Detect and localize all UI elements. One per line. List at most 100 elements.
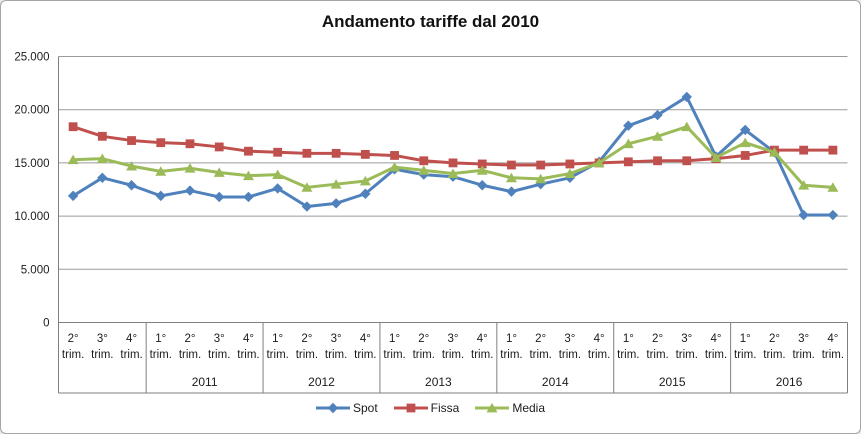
triangle-marker-icon	[213, 167, 225, 177]
quarter-ordinal-label: 4°	[477, 333, 488, 345]
quarter-ordinal-label: 1°	[272, 333, 283, 345]
legend-label-spot: Spot	[352, 401, 378, 415]
triangle-marker-icon	[505, 172, 517, 183]
quarter-ordinal-label: 4°	[827, 333, 838, 345]
series-fissa	[68, 122, 838, 170]
triangle-marker-icon	[593, 157, 605, 168]
legend-item-spot: Spot	[315, 401, 378, 415]
diamond-marker-icon	[243, 191, 254, 203]
square-marker-icon	[331, 148, 341, 158]
square-marker-icon	[244, 146, 253, 156]
fissa-swatch-svg	[393, 403, 428, 413]
quarter-suffix-label: trim.	[266, 349, 288, 361]
quarter-suffix-label: trim.	[763, 349, 785, 361]
square-marker-icon	[97, 131, 107, 141]
square-marker-icon	[390, 151, 399, 160]
spot-line-marker-icon	[315, 402, 350, 414]
spot-swatch-svg	[315, 402, 350, 414]
square-marker-icon	[214, 142, 224, 152]
quarter-ordinal-label: 2°	[68, 333, 79, 345]
square-marker-icon	[127, 136, 136, 145]
triangle-marker-icon	[96, 153, 108, 164]
quarter-suffix-label: trim.	[150, 349, 172, 361]
gridlines	[58, 56, 848, 323]
triangle-marker-icon	[622, 138, 634, 149]
quarter-ordinal-label: 3°	[448, 333, 459, 345]
year-label: 2013	[425, 375, 452, 389]
legend-label-fissa: Fissa	[430, 401, 460, 415]
diamond-marker-icon	[360, 188, 371, 199]
diamond-marker-icon	[67, 190, 79, 202]
quarter-suffix-label: trim.	[296, 349, 318, 361]
square-marker-icon	[799, 145, 809, 155]
quarter-suffix-label: trim.	[792, 349, 814, 361]
y-tick-label: 0	[43, 318, 49, 330]
quarter-suffix-label: trim.	[325, 349, 347, 361]
quarter-suffix-label: trim.	[529, 349, 551, 361]
square-marker-icon	[360, 149, 370, 159]
quarter-suffix-label: trim.	[208, 349, 230, 361]
quarter-suffix-label: trim.	[588, 349, 610, 361]
square-marker-icon	[156, 138, 166, 148]
square-marker-icon	[185, 139, 195, 149]
quarter-ordinal-label: 3°	[97, 333, 108, 345]
legend-item-fissa: Fissa	[393, 401, 460, 415]
media-line-marker-icon	[475, 402, 510, 414]
quarter-suffix-label: trim.	[471, 349, 493, 361]
triangle-marker-icon	[389, 162, 401, 172]
series-spot	[67, 91, 839, 221]
square-marker-icon	[273, 147, 283, 157]
square-marker-icon	[828, 145, 838, 155]
y-tick-label: 10.000	[14, 211, 49, 223]
year-label: 2014	[542, 375, 569, 389]
year-label: 2016	[776, 375, 803, 389]
quarter-suffix-label: trim.	[120, 349, 142, 361]
quarter-labels: 2° trim. 3° trim. 4° trim. 1° trim. 2° trim. 3° tri…	[62, 333, 844, 361]
quarter-ordinal-label: 1°	[155, 333, 166, 345]
triangle-marker-icon	[155, 166, 167, 176]
square-marker-icon	[740, 151, 750, 160]
diamond-marker-icon	[477, 180, 488, 191]
quarter-suffix-label: trim.	[237, 349, 259, 361]
triangle-marker-icon	[486, 402, 498, 413]
diamond-marker-icon	[740, 124, 751, 136]
diamond-marker-icon	[126, 180, 137, 191]
year-label: 2015	[659, 375, 686, 389]
diamond-marker-icon	[327, 402, 339, 414]
quarter-ordinal-label: 2°	[769, 333, 780, 345]
quarter-ordinal-label: 2°	[652, 333, 663, 345]
quarter-ordinal-label: 2°	[301, 333, 312, 345]
square-marker-icon	[536, 160, 546, 170]
quarter-ordinal-label: 4°	[126, 333, 137, 345]
quarter-suffix-label: trim.	[91, 349, 113, 361]
y-tick-label: 15.000	[14, 158, 49, 170]
quarter-suffix-label: trim.	[617, 349, 639, 361]
square-marker-icon	[419, 156, 429, 166]
year-label: 2012	[308, 375, 335, 389]
triangle-marker-icon	[535, 173, 547, 184]
media-swatch-svg	[475, 402, 510, 413]
triangle-marker-icon	[418, 165, 430, 175]
triangle-marker-icon	[67, 154, 79, 165]
quarter-ordinal-label: 4°	[243, 333, 254, 345]
square-marker-icon	[68, 122, 78, 132]
triangle-marker-icon	[272, 169, 284, 180]
legend: Spot Fissa Media	[1, 398, 860, 418]
diamond-marker-icon	[623, 120, 634, 131]
y-tick-label: 25.000	[14, 52, 49, 64]
diamond-marker-icon	[97, 172, 108, 183]
year-labels: 2011 2012 2013 2014 2015 2016	[192, 375, 803, 389]
y-tick-label: 5.000	[21, 264, 50, 276]
triangle-marker-icon	[681, 121, 693, 132]
quarter-ordinal-label: 3°	[331, 333, 342, 345]
quarter-suffix-label: trim.	[500, 349, 522, 361]
quarter-suffix-label: trim.	[354, 349, 376, 361]
triangle-marker-icon	[739, 137, 751, 148]
square-marker-icon	[682, 156, 692, 166]
quarter-suffix-label: trim.	[822, 349, 844, 361]
legend-label-media: Media	[512, 401, 546, 415]
triangle-marker-icon	[242, 170, 254, 181]
quarter-ordinal-label: 2°	[418, 333, 429, 345]
diamond-marker-icon	[652, 109, 663, 121]
